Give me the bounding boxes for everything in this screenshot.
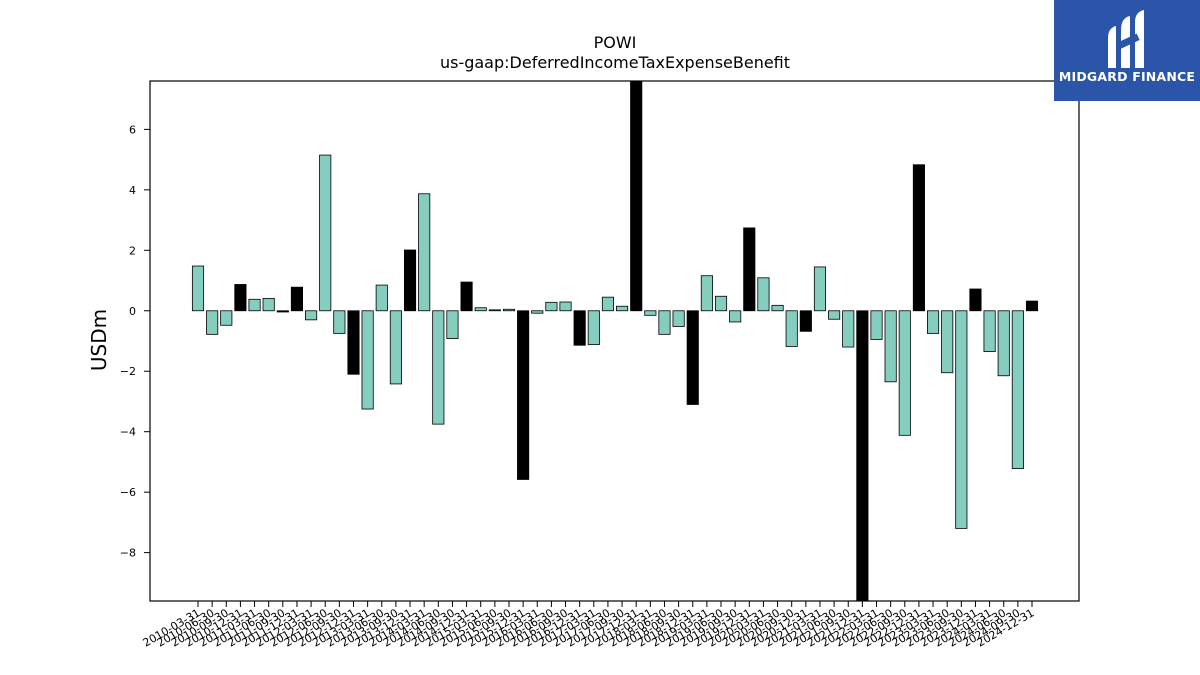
bar-2024-12-31: [1025, 300, 1039, 312]
bar-2024-09-30: [1011, 310, 1024, 469]
bar-2013-12-31: [403, 249, 417, 312]
bar-2024-03-31: [983, 310, 996, 352]
y-tick-label: −6: [120, 486, 136, 499]
bar-2022-06-30: [884, 310, 897, 383]
bar-2021-06-30: [828, 310, 841, 320]
bar-2019-06-30: [714, 295, 728, 312]
bar-2011-12-31: [290, 286, 304, 312]
bar-2014-12-31: [460, 281, 473, 312]
bar-2010-12-31: [234, 284, 247, 312]
bar-2015-03-31: [474, 307, 487, 312]
bar-2023-03-31: [927, 310, 940, 334]
bar-2014-03-31: [418, 193, 431, 312]
bar-2017-09-30: [616, 305, 629, 312]
bar-2016-06-30: [545, 301, 558, 312]
bar-2011-09-30: [276, 310, 289, 313]
bar-2022-09-30: [898, 310, 911, 436]
bar-2021-09-30: [842, 310, 855, 348]
y-tick-label: −4: [120, 426, 136, 439]
bar-2016-09-30: [559, 301, 572, 312]
bar-2018-06-30: [658, 310, 671, 335]
bar-2020-06-30: [771, 304, 784, 312]
bar-2016-12-31: [573, 310, 586, 346]
bar-2023-06-30: [941, 310, 954, 374]
bar-2010-09-30: [220, 310, 233, 326]
brand-logo: MIDGARD FINANCE: [1054, 0, 1200, 101]
bar-2010-03-31: [191, 265, 205, 312]
bar-2014-09-30: [446, 310, 459, 339]
y-tick-label: 2: [129, 244, 136, 257]
bar-2012-12-31: [347, 310, 360, 375]
bar-2017-12-31: [630, 80, 643, 312]
y-tick-label: 0: [129, 305, 136, 318]
bar-2017-06-30: [601, 296, 614, 312]
chart-subtitle: us-gaap:DeferredIncomeTaxExpenseBenefit: [440, 53, 790, 72]
brand-logo-mark-icon: [1108, 10, 1144, 68]
bar-2015-09-30: [502, 308, 516, 312]
bar-2020-12-31: [799, 310, 812, 332]
y-tick-label: 6: [129, 123, 136, 136]
bar-2012-09-30: [333, 310, 346, 334]
bar-2017-03-31: [587, 310, 600, 346]
bar-2023-09-30: [955, 310, 968, 529]
brand-logo-text: MIDGARD FINANCE: [1058, 69, 1196, 84]
bar-2012-03-31: [305, 310, 318, 321]
bar-2020-03-31: [757, 277, 770, 312]
bar-2021-12-31: [856, 310, 869, 602]
bar-2019-12-31: [743, 227, 756, 312]
y-axis-label: USDm: [87, 309, 111, 371]
plot-frame: [149, 80, 1080, 602]
bar-2011-03-31: [248, 298, 261, 312]
chart-title: POWI: [594, 33, 637, 52]
bar-2018-09-30: [672, 310, 685, 327]
bar-2020-09-30: [785, 310, 798, 347]
bar-2011-06-30: [262, 297, 275, 312]
bar-2019-03-31: [700, 275, 713, 312]
bar-2022-03-31: [870, 310, 883, 340]
y-tick-label: −8: [120, 547, 136, 560]
y-tick-label: 4: [129, 184, 136, 197]
bar-2019-09-30: [729, 310, 742, 323]
bar-2015-12-31: [517, 310, 530, 480]
bar-2024-06-30: [997, 310, 1010, 377]
bar-2018-03-31: [644, 310, 657, 316]
bar-2022-12-31: [912, 164, 925, 312]
bar-2015-06-30: [488, 309, 501, 312]
bar-2013-09-30: [389, 310, 402, 385]
bar-2013-06-30: [375, 284, 388, 312]
bar-2012-06-30: [319, 154, 332, 312]
y-tick-label: −2: [120, 365, 136, 378]
bar-2018-12-31: [686, 310, 699, 405]
bar-2023-12-31: [969, 288, 982, 312]
bar-2014-06-30: [432, 310, 445, 425]
bar-2021-03-31: [813, 266, 827, 312]
bar-2010-06-30: [206, 310, 219, 335]
bar-2013-03-31: [361, 310, 374, 410]
bar-2016-03-31: [531, 310, 544, 314]
